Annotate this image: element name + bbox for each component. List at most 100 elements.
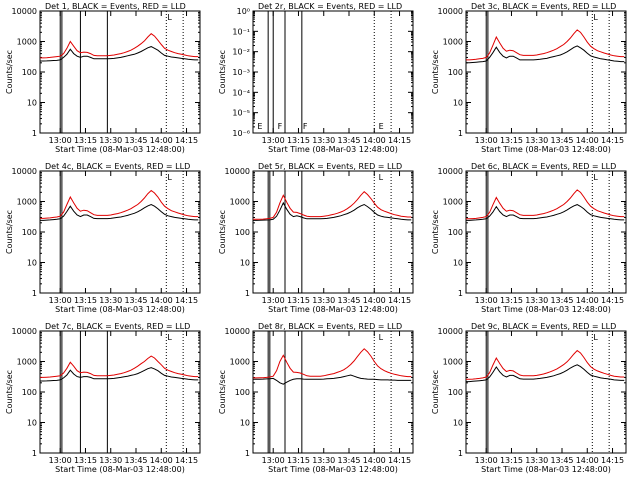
y-tick-label: 1 — [32, 289, 37, 298]
x-axis-label: Start Time (08-Mar-03 12:48:00) — [55, 465, 185, 474]
x-tick-label: 13:45 — [337, 296, 360, 305]
x-tick-label: 13:15 — [500, 136, 523, 145]
panel-4: Det 4c, BLACK = Events, RED = LLD 1 10 100 1… — [5, 162, 201, 314]
x-tick-label: 13:45 — [550, 456, 573, 465]
x-tick-label: 13:45 — [124, 456, 147, 465]
y-tick-label: 10000 — [12, 327, 37, 336]
x-tick-label: 13:30 — [525, 456, 548, 465]
plot-frame — [465, 10, 627, 134]
x-tick-label: 13:00 — [475, 296, 498, 305]
y-tick-label: 10000 — [225, 327, 250, 336]
panel-title: Det 4c, BLACK = Events, RED = LLD — [45, 162, 190, 171]
y-tick-label: 10 — [27, 259, 37, 268]
y-tick-label: 100 — [22, 228, 37, 237]
x-axis-label: Start Time (08-Mar-03 12:48:00) — [481, 145, 611, 154]
x-tick-label: 14:15 — [601, 456, 624, 465]
y-tick-label: 1000 — [17, 198, 37, 207]
interval-annotation: F — [303, 122, 308, 131]
y-tick-label: 1 — [32, 129, 37, 138]
panel-title: Det 7c, BLACK = Events, RED = LLD — [45, 322, 190, 331]
x-tick-label: 13:00 — [262, 456, 285, 465]
interval-annotation: L — [593, 333, 598, 342]
y-axis-label: Counts/sec — [431, 370, 440, 414]
y-tick-label: 100 — [22, 388, 37, 397]
y-tick-label: 1000 — [443, 198, 463, 207]
y-tick-label: 10⁻² — [232, 48, 250, 57]
panel-title: Det 5r, BLACK = Events, RED = LLD — [258, 162, 402, 171]
x-axis-label: Start Time (08-Mar-03 12:48:00) — [55, 305, 185, 314]
panel-5: Det 5r, BLACK = Events, RED = LLD 1 10 100 1… — [218, 162, 414, 314]
series-lld-line — [40, 189, 199, 219]
x-tick-label: 14:00 — [150, 136, 173, 145]
y-tick-label: 100 — [448, 388, 463, 397]
interval-annotation: L — [167, 173, 172, 182]
y-tick-label: 100 — [235, 228, 250, 237]
x-tick-label: 14:00 — [576, 456, 599, 465]
x-tick-label: 13:30 — [312, 456, 335, 465]
x-tick-label: 14:15 — [601, 296, 624, 305]
y-tick-label: 1 — [32, 449, 37, 458]
series-events-line — [40, 203, 199, 221]
x-tick-label: 13:45 — [124, 296, 147, 305]
plot-frame — [252, 10, 414, 134]
y-tick-label: 1 — [245, 449, 250, 458]
x-tick-label: 13:45 — [550, 296, 573, 305]
y-tick-label: 10000 — [225, 167, 250, 176]
y-tick-label: 10⁻⁴ — [232, 88, 250, 97]
plot-frame — [39, 330, 201, 454]
x-tick-label: 13:30 — [525, 296, 548, 305]
x-tick-label: 13:45 — [124, 136, 147, 145]
y-tick-label: 10⁻³ — [232, 68, 250, 77]
plot-frame — [39, 10, 201, 134]
x-tick-label: 13:00 — [262, 136, 285, 145]
y-tick-label: 10 — [453, 419, 463, 428]
interval-annotation: E — [379, 122, 384, 131]
panel-1: Det 1, BLACK = Events, RED = LLD 1 10 100 10… — [5, 2, 201, 154]
y-axis-label: Counts/sec — [5, 50, 14, 94]
x-tick-label: 14:00 — [150, 456, 173, 465]
x-tick-label: 14:15 — [175, 296, 198, 305]
x-tick-label: 13:00 — [49, 456, 72, 465]
x-tick-label: 14:00 — [576, 136, 599, 145]
series-events-line — [253, 201, 412, 221]
y-tick-label: 1 — [458, 289, 463, 298]
y-tick-label: 1 — [458, 449, 463, 458]
y-tick-label: 100 — [235, 388, 250, 397]
x-tick-label: 13:00 — [49, 296, 72, 305]
y-tick-label: 10 — [240, 259, 250, 268]
series-events-line — [40, 46, 199, 62]
x-tick-label: 14:00 — [363, 456, 386, 465]
plot-frame — [39, 170, 201, 294]
x-tick-label: 13:00 — [475, 136, 498, 145]
series-events-line — [253, 374, 412, 385]
x-tick-label: 13:15 — [74, 296, 97, 305]
x-axis-label: Start Time (08-Mar-03 12:48:00) — [55, 145, 185, 154]
y-tick-label: 10 — [453, 259, 463, 268]
x-axis-label: Start Time (08-Mar-03 12:48:00) — [268, 145, 398, 154]
y-tick-label: 1000 — [230, 198, 250, 207]
x-axis-label: Start Time (08-Mar-03 12:48:00) — [481, 305, 611, 314]
panel-title: Det 3c, BLACK = Events, RED = LLD — [471, 2, 616, 11]
y-tick-label: 10000 — [438, 167, 463, 176]
series-events-line — [466, 45, 625, 64]
interval-annotation: E — [257, 122, 262, 131]
series-lld-line — [253, 348, 412, 379]
panel-title: Det 1, BLACK = Events, RED = LLD — [45, 2, 186, 11]
x-tick-label: 13:15 — [500, 296, 523, 305]
series-events-line — [466, 204, 625, 221]
y-tick-label: 1000 — [443, 358, 463, 367]
x-tick-label: 14:00 — [363, 296, 386, 305]
series-lld-line — [40, 33, 199, 59]
y-tick-label: 1000 — [443, 38, 463, 47]
panel-7: Det 7c, BLACK = Events, RED = LLD 1 10 100 1… — [5, 322, 201, 474]
x-tick-label: 14:15 — [175, 136, 198, 145]
plot-frame — [465, 330, 627, 454]
x-tick-label: 14:15 — [601, 136, 624, 145]
interval-annotation: L — [167, 13, 172, 22]
y-tick-label: 10000 — [438, 327, 463, 336]
panel-8: Det 8r, BLACK = Events, RED = LLD 1 10 100 1… — [218, 322, 414, 474]
y-axis-label: Counts/sec — [5, 370, 14, 414]
x-tick-label: 13:30 — [99, 296, 122, 305]
interval-annotation: L — [379, 173, 384, 182]
